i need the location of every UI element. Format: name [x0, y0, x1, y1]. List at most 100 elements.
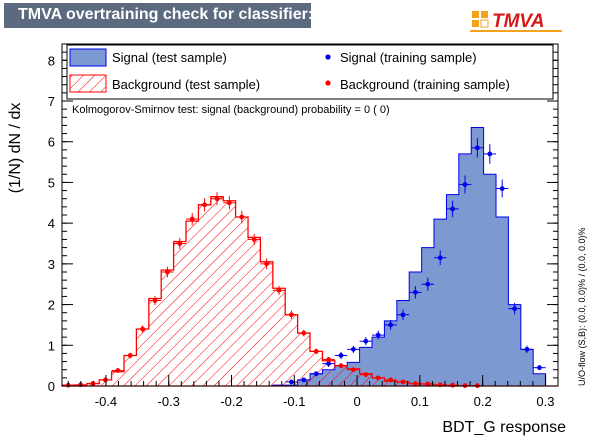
tmva-logo-text: TMVA [492, 11, 544, 32]
background-training-point-marker [289, 312, 294, 318]
background-training-point [371, 375, 385, 381]
y-axis-label: (1/N) dN / dx [7, 103, 24, 194]
background-training-point [235, 210, 249, 224]
background-training-point-marker [313, 348, 319, 354]
legend-swatch-signal-test [69, 48, 107, 67]
legend-marker-background-train [325, 80, 331, 86]
signal-training-point [458, 175, 472, 194]
legend-label-background-test: Background (test sample) [112, 77, 260, 92]
background-training-point [310, 348, 323, 355]
signal-training-point-marker [363, 338, 369, 344]
signal-training-point-marker [499, 186, 505, 191]
signal-training-point [285, 379, 298, 385]
tmva-logo: TMVA [470, 8, 562, 36]
background-training-point-marker [214, 196, 220, 202]
background-training-point [99, 377, 112, 383]
signal-training-point [520, 345, 534, 354]
signal-training-point [359, 337, 373, 346]
background-training-point [272, 285, 286, 295]
signal-training-point [446, 200, 459, 218]
signal-training-point [297, 377, 310, 383]
signal-training-point-marker [388, 322, 394, 328]
signal-training-point [471, 138, 484, 158]
background-training-point-marker [375, 375, 381, 381]
background-training-point-marker [350, 367, 356, 373]
signal-training-point [421, 277, 434, 291]
background-training-point [198, 198, 211, 212]
chart-title: TMVA overtraining check for classifier: … [18, 6, 372, 23]
x-tick-label: 0.3 [536, 394, 554, 409]
signal-training-point [508, 302, 521, 315]
background-training-point [173, 237, 186, 250]
background-training-point-marker [264, 261, 270, 267]
background-training-point [148, 296, 162, 305]
title-box: TMVA overtraining check for classifier: … [4, 3, 372, 28]
background-training-point-marker [400, 379, 406, 385]
signal-training-point [409, 286, 422, 299]
background-training-point-marker [127, 353, 133, 358]
histograms [61, 126, 558, 387]
signal-training-point-marker [437, 255, 443, 261]
signal-training-point-marker [524, 346, 530, 352]
ks-test-text: Kolmogorov-Smirnov test: signal (backgro… [72, 104, 390, 116]
signal-training-point [347, 345, 360, 354]
legend: Signal (test sample) Background (test sa… [66, 44, 554, 100]
signal-training-point-marker [338, 353, 344, 358]
background-training-point-marker [363, 372, 369, 377]
x-tick-label: -0.1 [283, 394, 305, 409]
signal-training-point-marker [537, 365, 542, 371]
signal-training-point-marker [400, 312, 406, 318]
y-tick-label: 7 [48, 94, 55, 109]
y-tick-label: 8 [48, 53, 55, 68]
signal-training-point-marker [512, 306, 518, 312]
background-training-point [186, 212, 199, 226]
uo-flow-text: U/O-flow (S,B): (0.0, 0.0)% / (0.0, 0.0)… [577, 227, 587, 386]
background-training-point-marker [177, 241, 183, 246]
background-training-point [359, 372, 373, 377]
y-tick-label: 2 [48, 298, 55, 313]
background-training-point [334, 363, 348, 369]
signal-training-point [371, 330, 385, 340]
signal-training-point-marker [326, 361, 331, 367]
background-training-point-marker [189, 216, 195, 222]
legend-swatch-background-test [69, 74, 107, 93]
background-training-point [347, 367, 360, 373]
signal-training-point [334, 351, 348, 360]
legend-label-signal-test: Signal (test sample) [112, 50, 227, 65]
y-tick-label: 3 [48, 257, 55, 272]
y-tick-label: 1 [48, 338, 55, 353]
background-training-point-marker [338, 363, 344, 369]
background-training-point-marker [152, 298, 158, 303]
signal-training-point-marker [350, 346, 356, 352]
x-tick-label: -0.4 [95, 394, 117, 409]
background-training-point [223, 196, 236, 210]
signal-training-point-marker [301, 377, 307, 383]
signal-training-point [483, 144, 497, 164]
signal-training-point-marker [450, 206, 455, 212]
signal-training-point [396, 309, 410, 321]
y-tick-label: 6 [48, 135, 55, 150]
x-tick-label: 0 [353, 394, 360, 409]
background-training-point-marker [202, 202, 207, 208]
background-training-point [421, 381, 434, 387]
signal-training-point-marker [425, 281, 431, 287]
background-training-point [322, 357, 335, 362]
x-tick-label: -0.2 [220, 394, 242, 409]
background-training-point-marker [140, 326, 146, 332]
y-tick-label: 5 [48, 175, 55, 190]
signal-training-point [310, 371, 323, 377]
legend-frame [66, 44, 554, 100]
background-training-point [260, 258, 273, 270]
signal-training-point [533, 365, 546, 371]
background-training-point-marker [251, 237, 257, 242]
background-training-point [285, 310, 298, 319]
signal-training-point [434, 250, 447, 266]
background-training-point [161, 266, 174, 278]
background-training-point [123, 352, 137, 359]
background-training-point-marker [276, 287, 282, 293]
signal-training-point-marker [474, 145, 480, 151]
x-axis-label: BDT_G response [442, 419, 566, 436]
background-training-point [297, 329, 310, 337]
